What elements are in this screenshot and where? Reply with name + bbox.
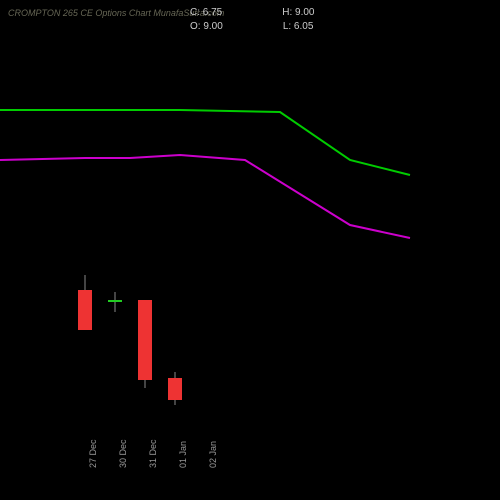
candlesticks	[78, 275, 182, 405]
x-axis-label: 30 Dec	[118, 439, 128, 468]
x-axis-label: 27 Dec	[88, 439, 98, 468]
x-axis-labels: 27 Dec 30 Dec 31 Dec 01 Jan 02 Jan	[0, 420, 500, 480]
x-axis-label: 01 Jan	[178, 441, 188, 468]
x-axis-label: 02 Jan	[208, 441, 218, 468]
x-axis-label: 31 Dec	[148, 439, 158, 468]
upper-band-line	[0, 110, 410, 175]
lower-band-line	[0, 155, 410, 238]
